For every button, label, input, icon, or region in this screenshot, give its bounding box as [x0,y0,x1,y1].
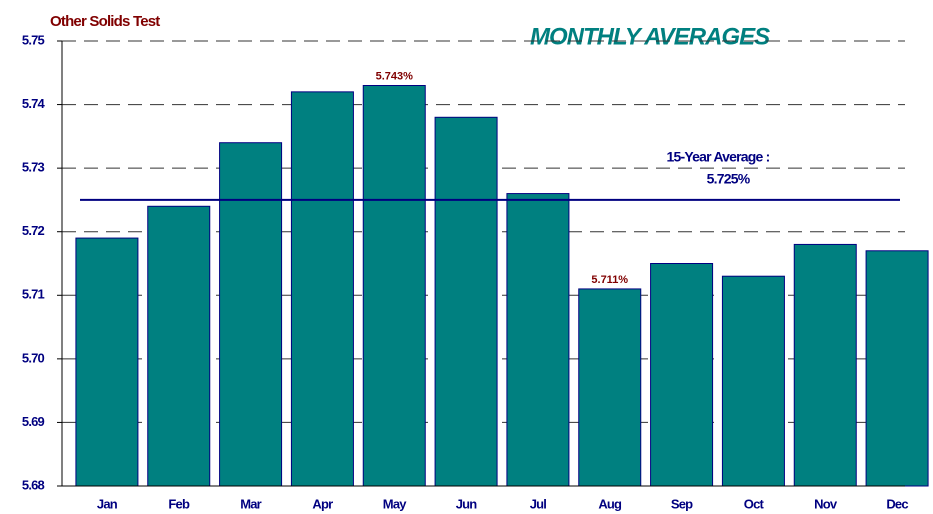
average-value-label: 5.725% [707,171,751,187]
y-tick-label: 5.73 [22,160,45,175]
data-label: 5.711% [591,274,628,286]
x-tick-label: Aug [598,496,622,511]
chart-title: Other Solids Test [50,13,160,30]
x-tick-label: Nov [814,496,838,511]
x-tick-label: Mar [240,496,261,511]
data-label: 5.743% [376,70,414,82]
bar [362,85,426,487]
x-tick-label: Feb [168,496,190,511]
bar [290,91,354,487]
y-tick-label: 5.68 [22,477,45,492]
bar [578,288,642,487]
bar [506,193,570,487]
x-tick-label: Sep [671,496,693,511]
x-tick-label: Jan [97,496,118,511]
y-tick-label: 5.71 [22,287,45,302]
bar [650,263,714,487]
x-tick-label: May [383,496,407,511]
bar [219,142,283,487]
x-tick-label: Apr [312,496,333,511]
bar [75,237,139,487]
y-tick-label: 5.72 [22,223,45,238]
bar [793,243,857,487]
x-tick-label: Dec [886,496,908,511]
x-tick-label: Jun [456,496,478,511]
bar [865,250,929,487]
y-tick-label: 5.69 [22,414,45,429]
y-tick-label: 5.70 [22,350,45,365]
bar [721,275,785,487]
y-tick-label: 5.74 [22,96,46,111]
y-tick-label: 5.75 [22,32,45,47]
bar [147,205,211,487]
x-tick-label: Jul [530,496,547,511]
x-tick-label: Oct [744,496,765,511]
chart-subtitle: MONTHLY AVERAGES [530,23,770,50]
average-label: 15-Year Average : [667,149,770,165]
bar [434,116,498,487]
